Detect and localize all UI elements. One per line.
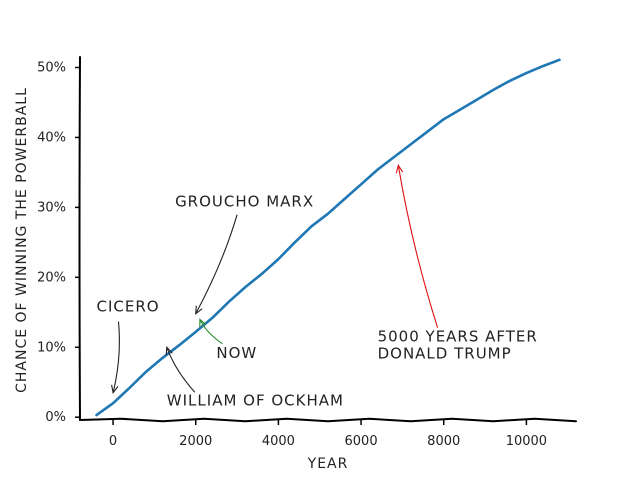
y-axis-line	[78, 56, 81, 421]
x-tick-label: 8000	[427, 434, 460, 449]
annotation-arrowhead	[111, 384, 119, 394]
x-axis-line	[79, 417, 577, 423]
annotation-arrow	[112, 321, 120, 393]
y-axis-title: CHANCE OF WINNING THE POWERBALL	[14, 87, 30, 393]
y-tick-label: 0%	[45, 410, 66, 425]
x-tick-label: 6000	[345, 434, 378, 449]
annotation-label: CICERO	[97, 298, 160, 316]
annotation-arrowhead	[199, 318, 207, 328]
axes	[78, 56, 577, 423]
x-axis-title: YEAR	[307, 456, 349, 472]
series-layer	[95, 58, 561, 417]
annotation-arrow	[199, 319, 223, 345]
y-tick-label: 40%	[37, 130, 66, 145]
y-tick-label: 20%	[37, 270, 66, 285]
y-tick-label: 50%	[37, 60, 66, 75]
x-tick-label: 2000	[179, 434, 212, 449]
annotation-arrow	[166, 347, 196, 393]
x-tick-label: 0	[109, 434, 117, 449]
annotation-label: NOW	[216, 344, 257, 362]
x-tick-label: 4000	[262, 434, 295, 449]
annotation-label: GROUCHO MARX	[175, 193, 314, 211]
annotation-arrowhead	[165, 346, 173, 356]
annotation-arrowhead	[395, 164, 404, 174]
annotation-arrowhead	[195, 305, 203, 315]
y-tick-label: 30%	[37, 200, 66, 215]
annotation-label: 5000 YEARS AFTER	[378, 328, 538, 346]
series-line	[95, 58, 561, 417]
annotation-arrow	[397, 165, 439, 328]
x-tick-label: 10000	[506, 434, 547, 449]
ticks-layer: 0 2000 4000 6000 8000 10000 0% 10% 20% 30% 40% 50%	[37, 60, 547, 449]
annotation-arrow	[195, 214, 238, 314]
annotation-label: WILLIAM OF OCKHAM	[167, 391, 344, 409]
annotation-label: DONALD TRUMP	[378, 345, 512, 363]
annotations-layer: CICERO GROUCHO MARX WILLIAM OF OCKHAM NOW 50…	[97, 164, 538, 409]
y-tick-label: 10%	[37, 340, 66, 355]
